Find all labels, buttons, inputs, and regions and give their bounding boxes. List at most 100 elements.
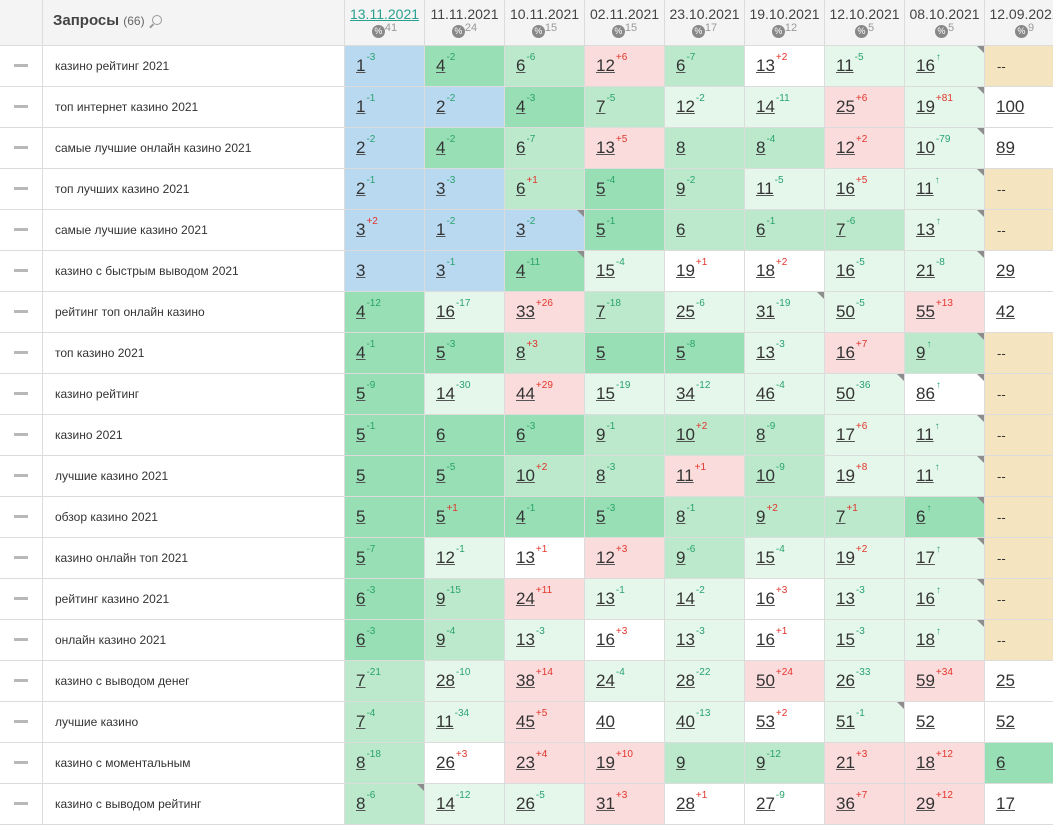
position-cell[interactable]: 5-4 (585, 169, 665, 210)
position-value[interactable]: 8 (756, 138, 765, 157)
position-cell[interactable]: -- (985, 456, 1053, 497)
position-cell[interactable]: 26-33 (825, 661, 905, 702)
position-value[interactable]: 25 (676, 302, 695, 321)
position-cell[interactable]: 7+1 (825, 497, 905, 538)
percent-icon[interactable]: % (692, 25, 705, 38)
position-cell[interactable]: 8-3 (585, 456, 665, 497)
position-cell[interactable]: 9-12 (745, 743, 825, 784)
position-value[interactable]: 6 (996, 753, 1005, 772)
position-cell[interactable]: 5-8 (665, 333, 745, 374)
drag-handle-icon[interactable] (0, 251, 43, 292)
date-column-header[interactable]: 12.09.2021%9 (985, 0, 1053, 46)
position-cell[interactable]: 5 (585, 333, 665, 374)
position-value[interactable]: 8 (596, 466, 605, 485)
position-cell[interactable]: 6↑ (905, 497, 985, 538)
position-value[interactable]: 25 (836, 97, 855, 116)
position-cell[interactable]: 11-5 (825, 46, 905, 87)
query-cell[interactable]: лучшие казино 2021 (43, 456, 345, 497)
position-cell[interactable]: 5+1 (425, 497, 505, 538)
position-value[interactable]: 5 (596, 343, 605, 362)
drag-handle-icon[interactable] (0, 579, 43, 620)
date-label[interactable]: 19.10.2021 (745, 0, 824, 22)
position-value[interactable]: 8 (676, 138, 685, 157)
position-cell[interactable]: 89 (985, 128, 1053, 169)
percent-icon[interactable]: % (372, 25, 385, 38)
position-cell[interactable]: 5-1 (345, 415, 425, 456)
position-value[interactable]: 4 (516, 261, 525, 280)
position-cell[interactable]: 100 (985, 87, 1053, 128)
position-value[interactable]: 40 (676, 712, 695, 731)
position-value[interactable]: 16 (836, 343, 855, 362)
drag-handle-icon[interactable] (0, 497, 43, 538)
date-label[interactable]: 12.09.2021 (985, 0, 1053, 22)
position-cell[interactable]: 3-3 (425, 169, 505, 210)
position-cell[interactable]: 18+2 (745, 251, 825, 292)
position-value[interactable]: 3 (436, 179, 445, 198)
position-cell[interactable]: 5-9 (345, 374, 425, 415)
position-value[interactable]: 7 (836, 220, 845, 239)
date-label[interactable]: 23.10.2021 (665, 0, 744, 22)
position-value[interactable]: 7 (356, 712, 365, 731)
position-cell[interactable]: 9-15 (425, 579, 505, 620)
position-cell[interactable]: 51-1 (825, 702, 905, 743)
position-cell[interactable]: 11+1 (665, 456, 745, 497)
position-cell[interactable]: 16+7 (825, 333, 905, 374)
position-value[interactable]: 15 (836, 630, 855, 649)
position-cell[interactable]: 5-1 (585, 210, 665, 251)
date-label[interactable]: 11.11.2021 (425, 0, 504, 22)
query-cell[interactable]: топ казино 2021 (43, 333, 345, 374)
position-cell[interactable]: 27-9 (745, 784, 825, 825)
position-value[interactable]: 34 (676, 384, 695, 403)
position-cell[interactable]: 52 (905, 702, 985, 743)
date-label[interactable]: 02.11.2021 (585, 0, 664, 22)
position-value[interactable]: 1 (356, 97, 365, 116)
position-cell[interactable]: 2-1 (345, 169, 425, 210)
position-value[interactable]: 6 (756, 220, 765, 239)
position-value[interactable]: 13 (596, 138, 615, 157)
drag-handle-icon[interactable] (0, 620, 43, 661)
position-value[interactable]: 13 (516, 548, 535, 567)
position-cell[interactable]: 7-6 (825, 210, 905, 251)
position-cell[interactable]: -- (985, 538, 1053, 579)
position-value[interactable]: 5 (356, 425, 365, 444)
position-cell[interactable]: 7-21 (345, 661, 425, 702)
position-cell[interactable]: 3+2 (345, 210, 425, 251)
position-value[interactable]: 5 (596, 507, 605, 526)
position-cell[interactable]: 8-18 (345, 743, 425, 784)
percent-icon[interactable]: % (452, 25, 465, 38)
position-value[interactable]: 8 (356, 794, 365, 813)
position-cell[interactable]: 24-4 (585, 661, 665, 702)
position-value[interactable]: 12 (836, 138, 855, 157)
position-value[interactable]: 28 (676, 794, 695, 813)
position-value[interactable]: -- (997, 59, 1006, 74)
percent-icon[interactable]: % (612, 25, 625, 38)
position-cell[interactable]: 16+1 (745, 620, 825, 661)
position-value[interactable]: 29 (916, 794, 935, 813)
position-value[interactable]: 6 (916, 507, 925, 526)
position-value[interactable]: 19 (676, 261, 695, 280)
position-cell[interactable]: 13-1 (585, 579, 665, 620)
position-cell[interactable]: 8 (665, 128, 745, 169)
position-cell[interactable]: 6 (425, 415, 505, 456)
drag-handle-icon[interactable] (0, 661, 43, 702)
position-value[interactable]: 17 (916, 548, 935, 567)
position-value[interactable]: 100 (996, 97, 1024, 116)
position-value[interactable]: 10 (756, 466, 775, 485)
position-value[interactable]: 86 (916, 384, 935, 403)
position-cell[interactable]: 29 (985, 251, 1053, 292)
position-value[interactable]: 8 (356, 753, 365, 772)
position-cell[interactable]: 25+6 (825, 87, 905, 128)
position-cell[interactable]: 26-5 (505, 784, 585, 825)
position-value[interactable]: 50 (836, 384, 855, 403)
position-cell[interactable]: 6 (985, 743, 1053, 784)
date-label[interactable]: 08.10.2021 (905, 0, 984, 22)
position-value[interactable]: 4 (436, 56, 445, 75)
position-value[interactable]: 9 (916, 343, 925, 362)
position-cell[interactable]: 23+4 (505, 743, 585, 784)
percent-icon[interactable]: % (1015, 25, 1028, 38)
position-value[interactable]: 1 (356, 56, 365, 75)
position-cell[interactable]: 16↑ (905, 46, 985, 87)
position-cell[interactable]: 5-3 (425, 333, 505, 374)
position-value[interactable]: 16 (916, 589, 935, 608)
position-cell[interactable]: 14-12 (425, 784, 505, 825)
